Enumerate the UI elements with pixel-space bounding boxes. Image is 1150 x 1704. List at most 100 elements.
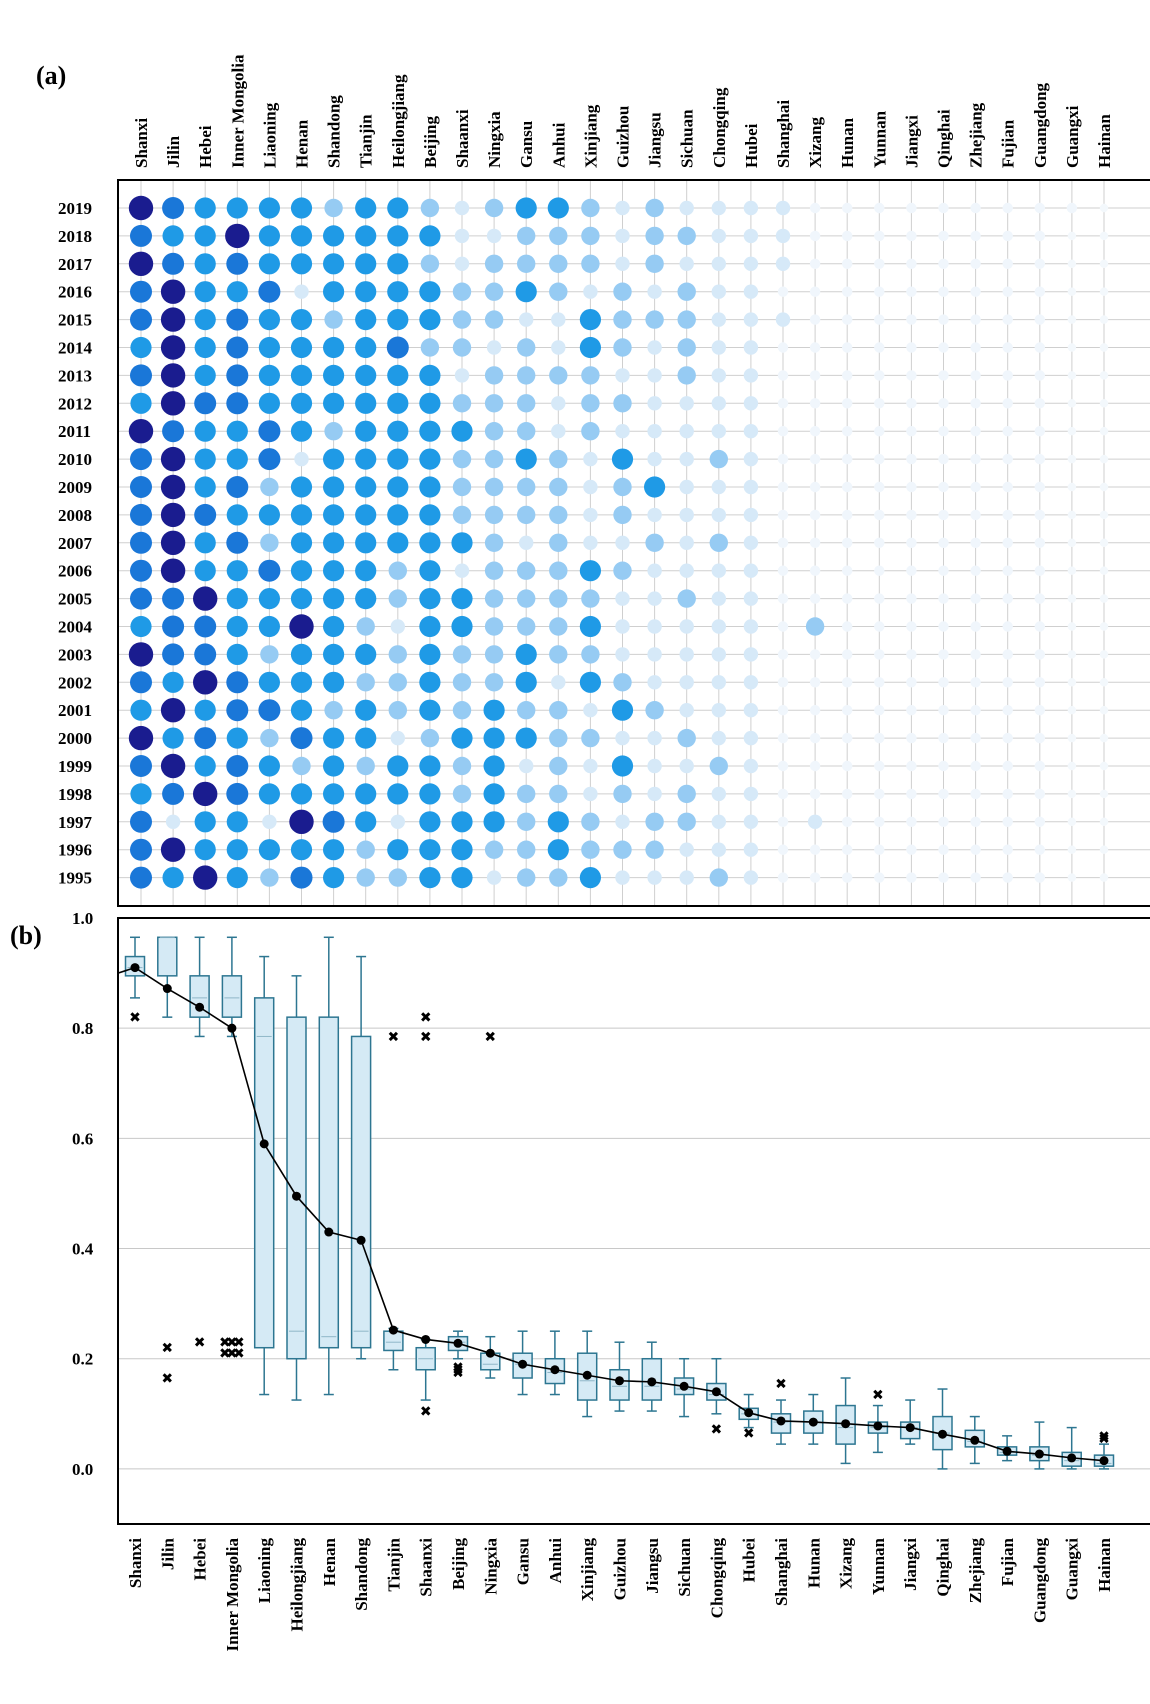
mean-line [117, 963, 1109, 1466]
dot-xinjiang-2000 [581, 728, 600, 748]
dot-chongqing-1998 [711, 786, 726, 802]
dot-ningxia-2004 [484, 617, 504, 636]
dot-hunan-2010 [842, 453, 853, 465]
dot-guangdong-2018 [1034, 230, 1046, 242]
dot-xizang-2005 [809, 593, 821, 604]
y-tick-0.2: 0.2 [72, 1350, 93, 1369]
dot-henan-2016 [294, 284, 309, 299]
dot-xinjiang-2007 [583, 535, 598, 550]
dot-hainan-2007 [1099, 538, 1109, 547]
column-label-jilin: Jilin [164, 135, 183, 168]
dot-shaanxi-2016 [452, 282, 472, 301]
dot-guizhou-1996 [613, 840, 632, 859]
column-label-shanghai: Shanghai [774, 100, 793, 168]
dot-tianjin-1997 [355, 811, 377, 833]
x-label-shandong: Shandong [352, 1538, 371, 1611]
heatmap-column-labels: Shanxi Jilin Hebei Inner Mongolia Liaoning He… [132, 54, 1114, 168]
box-hubei: ✖ [738, 1393, 759, 1442]
dot-jiangxi-2015 [906, 314, 917, 325]
dot-shanghai-2003 [777, 649, 789, 660]
dot-anhui-2011 [551, 424, 566, 439]
dot-guangdong-2008 [1034, 509, 1046, 521]
dot-jilin-2007 [160, 530, 186, 555]
dot-zhejiang-2013 [970, 370, 981, 381]
dot-qinghai-2000 [938, 732, 949, 744]
dot-chongqing-2009 [711, 479, 726, 495]
dot-hebei-2012 [194, 392, 217, 415]
x-label-jiangsu: Jiangsu [643, 1538, 662, 1594]
dot-anhui-2002 [551, 675, 566, 690]
x-label-gansu: Gansu [514, 1538, 533, 1585]
dot-shanghai-2008 [777, 509, 789, 521]
outlier-marker: ✖ [775, 1377, 787, 1393]
dot-shanghai-2010 [777, 453, 789, 465]
dot-beijing-1995 [419, 867, 441, 889]
dot-hainan-2002 [1099, 678, 1109, 687]
dot-jiangxi-2003 [906, 649, 917, 660]
dot-qinghai-2011 [938, 426, 949, 437]
dot-guizhou-2015 [613, 310, 632, 329]
dot-liaoning-2016 [258, 280, 281, 303]
column-label-jiangsu: Jiangsu [646, 112, 665, 168]
dot-anhui-2012 [551, 396, 566, 411]
x-label-heilongjiang: Heilongjiang [288, 1538, 307, 1632]
dot-shaanxi-2004 [451, 615, 473, 638]
dot-inner-mongolia-1997 [226, 811, 248, 833]
column-label-fujian: Fujian [999, 119, 1018, 168]
dot-gansu-2004 [517, 617, 536, 636]
dot-hubei-2019 [743, 200, 759, 216]
box-beijing: ✖✖✖ [447, 1330, 469, 1382]
dot-ningxia-2002 [484, 673, 504, 692]
dot-heilongjiang-2007 [387, 532, 409, 554]
dot-anhui-1997 [547, 811, 569, 833]
boxplot-y-ticks: 1.0 0.8 0.6 0.4 0.2 0.0 [72, 909, 94, 1479]
dot-hubei-2014 [743, 340, 759, 355]
dot-inner-mongolia-2010 [226, 448, 248, 470]
dot-hainan-1995 [1099, 873, 1109, 882]
dot-beijing-2015 [419, 309, 441, 331]
x-label-inner-mongolia: Inner Mongolia [223, 1538, 242, 1652]
dot-hainan-2003 [1099, 650, 1109, 659]
dot-shandong-2009 [323, 476, 345, 498]
box-jilin: ✖✖ [157, 936, 178, 1387]
dot-guangdong-1997 [1034, 816, 1046, 827]
dot-heilongjiang-2003 [388, 645, 407, 664]
dot-guizhou-2001 [611, 699, 634, 721]
dot-inner-mongolia-2018 [225, 223, 250, 249]
dot-gansu-2017 [517, 254, 536, 273]
dot-liaoning-2011 [258, 420, 281, 443]
dot-shandong-2002 [323, 671, 345, 693]
dot-shanghai-2016 [777, 286, 789, 297]
dot-hubei-2005 [743, 591, 759, 606]
dot-xinjiang-2005 [581, 589, 600, 608]
dot-hubei-1996 [743, 842, 759, 857]
dot-chongqing-2004 [711, 619, 726, 634]
dot-shaanxi-2003 [452, 645, 472, 664]
dot-hebei-2015 [194, 309, 216, 331]
dot-shanxi-2015 [130, 308, 152, 331]
dot-xinjiang-1996 [581, 840, 600, 859]
dot-beijing-2016 [419, 281, 441, 303]
dot-guangxi-2007 [1067, 538, 1077, 547]
dot-hunan-1995 [842, 872, 853, 883]
dot-fujian-1997 [1002, 816, 1013, 827]
dot-hebei-2016 [194, 281, 216, 303]
mean-point-chongqing [711, 1387, 721, 1397]
dot-henan-2019 [290, 197, 313, 219]
dot-hunan-2007 [842, 537, 853, 548]
x-label-chongqing: Chongqing [707, 1538, 726, 1619]
dot-qinghai-2009 [938, 481, 949, 493]
dot-hebei-2000 [194, 727, 217, 750]
dot-hubei-2015 [743, 312, 759, 327]
dot-guizhou-2016 [613, 282, 632, 301]
dot-xizang-2009 [809, 481, 821, 493]
mean-point-hebei [195, 1002, 205, 1012]
dot-yunnan-2012 [874, 398, 885, 409]
dot-tianjin-1998 [355, 783, 377, 805]
dot-henan-2006 [290, 560, 313, 582]
dot-yunnan-2000 [874, 732, 885, 744]
year-label-2004: 2004 [58, 618, 93, 637]
outlier-marker: ✖ [1098, 1432, 1110, 1448]
dot-inner-mongolia-2005 [226, 588, 248, 610]
dot-anhui-2001 [549, 701, 568, 720]
